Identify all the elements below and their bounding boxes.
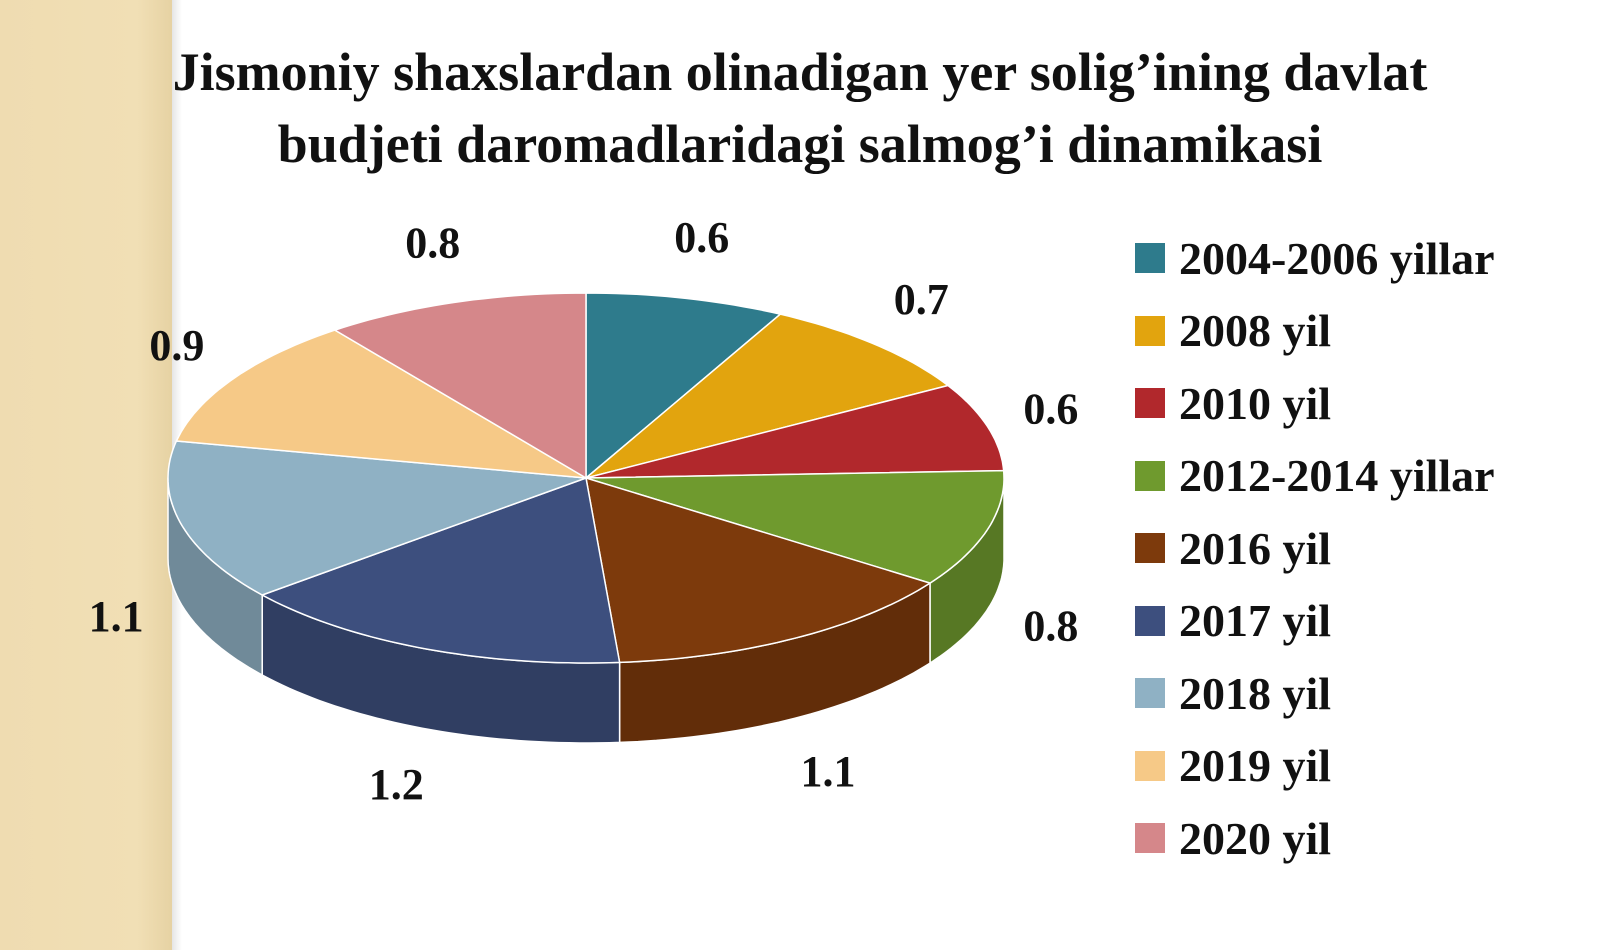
legend-label-2004-2006-yillar: 2004-2006 yillar bbox=[1179, 232, 1495, 284]
data-label-2020-yil: 0.8 bbox=[405, 219, 460, 268]
chart-title-line-1: Jismoniy shaxslardan olinadigan yer soli… bbox=[172, 42, 1428, 102]
pie-data-labels: 0.6 0.7 0.6 0.8 1.1 1.2 1.1 0.9 0.8 bbox=[89, 213, 1079, 809]
pie-sides bbox=[167, 477, 1005, 744]
legend-item-2008-yil: 2008 yil bbox=[1135, 295, 1495, 368]
data-label-2004-2006-yillar: 0.6 bbox=[674, 213, 729, 262]
data-label-2017-yil: 1.2 bbox=[369, 760, 424, 809]
legend-swatch-2019-yil bbox=[1135, 750, 1165, 781]
legend-label-2012-2014-yillar: 2012-2014 yillar bbox=[1179, 450, 1495, 502]
legend-swatch-2012-2014-yillar bbox=[1135, 460, 1165, 491]
legend-item-2010-yil: 2010 yil bbox=[1135, 367, 1495, 440]
legend-label-2019-yil: 2019 yil bbox=[1179, 740, 1332, 792]
chart-title: Jismoniy shaxslardan olinadigan yer soli… bbox=[80, 36, 1520, 180]
data-label-2018-yil: 1.1 bbox=[89, 592, 144, 641]
legend-item-2018-yil: 2018 yil bbox=[1135, 657, 1495, 730]
legend-swatch-2017-yil bbox=[1135, 605, 1165, 636]
pie-slice-2012-2014-yillar bbox=[585, 469, 1005, 584]
legend-label-2008-yil: 2008 yil bbox=[1179, 305, 1332, 357]
side-decoration bbox=[0, 0, 172, 950]
legend-item-2012-2014-yillar: 2012-2014 yillar bbox=[1135, 440, 1495, 513]
legend-swatch-2010-yil bbox=[1135, 388, 1165, 419]
pie-slice-2018-yil bbox=[167, 440, 587, 596]
legend-item-2020-yil: 2020 yil bbox=[1135, 802, 1495, 875]
chart-legend: 2004-2006 yillar 2008 yil 2010 yil 2012-201… bbox=[1135, 222, 1495, 875]
legend-swatch-2018-yil bbox=[1135, 678, 1165, 709]
pie-slice-2020-yil bbox=[334, 292, 587, 479]
pie-slice-2004-2006-yillar bbox=[585, 292, 782, 479]
pie-slice-2016-yil bbox=[585, 477, 931, 664]
data-label-2010-yil: 0.6 bbox=[1023, 384, 1078, 433]
pie-slice-2019-yil bbox=[175, 329, 587, 479]
legend-item-2017-yil: 2017 yil bbox=[1135, 585, 1495, 658]
legend-label-2020-yil: 2020 yil bbox=[1179, 812, 1332, 864]
data-label-2016-yil: 1.1 bbox=[801, 747, 856, 796]
legend-swatch-2020-yil bbox=[1135, 823, 1165, 854]
pie-slice-2010-yil bbox=[585, 384, 1005, 479]
legend-label-2010-yil: 2010 yil bbox=[1179, 377, 1332, 429]
legend-item-2016-yil: 2016 yil bbox=[1135, 512, 1495, 585]
legend-label-2017-yil: 2017 yil bbox=[1179, 595, 1332, 647]
chart-title-line-2: budjeti daromadlaridagi salmog’i dinamik… bbox=[277, 114, 1323, 174]
pie-slices bbox=[167, 292, 1005, 664]
pie-slice-2008-yil bbox=[585, 313, 949, 479]
legend-swatch-2008-yil bbox=[1135, 315, 1165, 346]
legend-swatch-2004-2006-yillar bbox=[1135, 243, 1165, 274]
data-label-2012-2014-yillar: 0.8 bbox=[1023, 602, 1078, 651]
legend-item-2004-2006-yillar: 2004-2006 yillar bbox=[1135, 222, 1495, 295]
legend-item-2019-yil: 2019 yil bbox=[1135, 730, 1495, 803]
data-label-2008-yil: 0.7 bbox=[894, 275, 949, 324]
legend-swatch-2016-yil bbox=[1135, 533, 1165, 564]
legend-label-2018-yil: 2018 yil bbox=[1179, 667, 1332, 719]
legend-label-2016-yil: 2016 yil bbox=[1179, 522, 1332, 574]
pie-slice-2017-yil bbox=[261, 477, 621, 664]
data-label-2019-yil: 0.9 bbox=[149, 321, 204, 370]
